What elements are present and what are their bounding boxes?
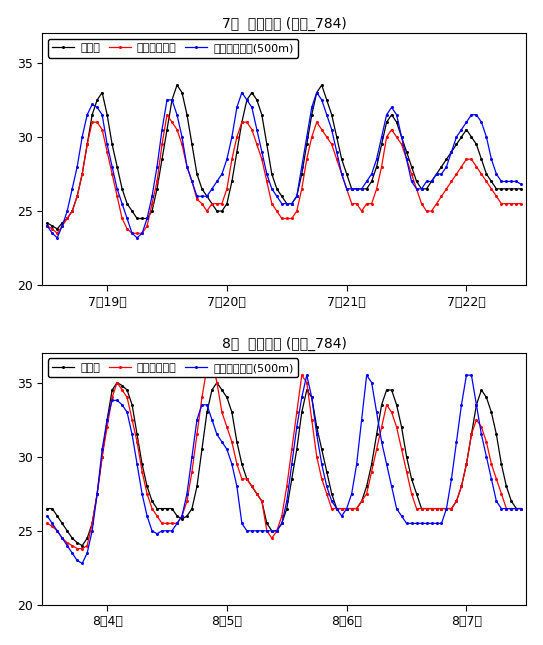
Legend: 관측값, 국지예보모델, 상세예측모델(500m): 관측값, 국지예보모델, 상세예측모델(500m): [48, 39, 298, 57]
Title: 8월  폭염기간 (시종_784): 8월 폭염기간 (시종_784): [222, 337, 347, 350]
Legend: 관측값, 국지예보모델, 상세예측모델(500m): 관측값, 국지예보모델, 상세예측모델(500m): [48, 359, 298, 377]
Title: 7월  폭염기간 (시종_784): 7월 폭염기간 (시종_784): [222, 17, 346, 31]
